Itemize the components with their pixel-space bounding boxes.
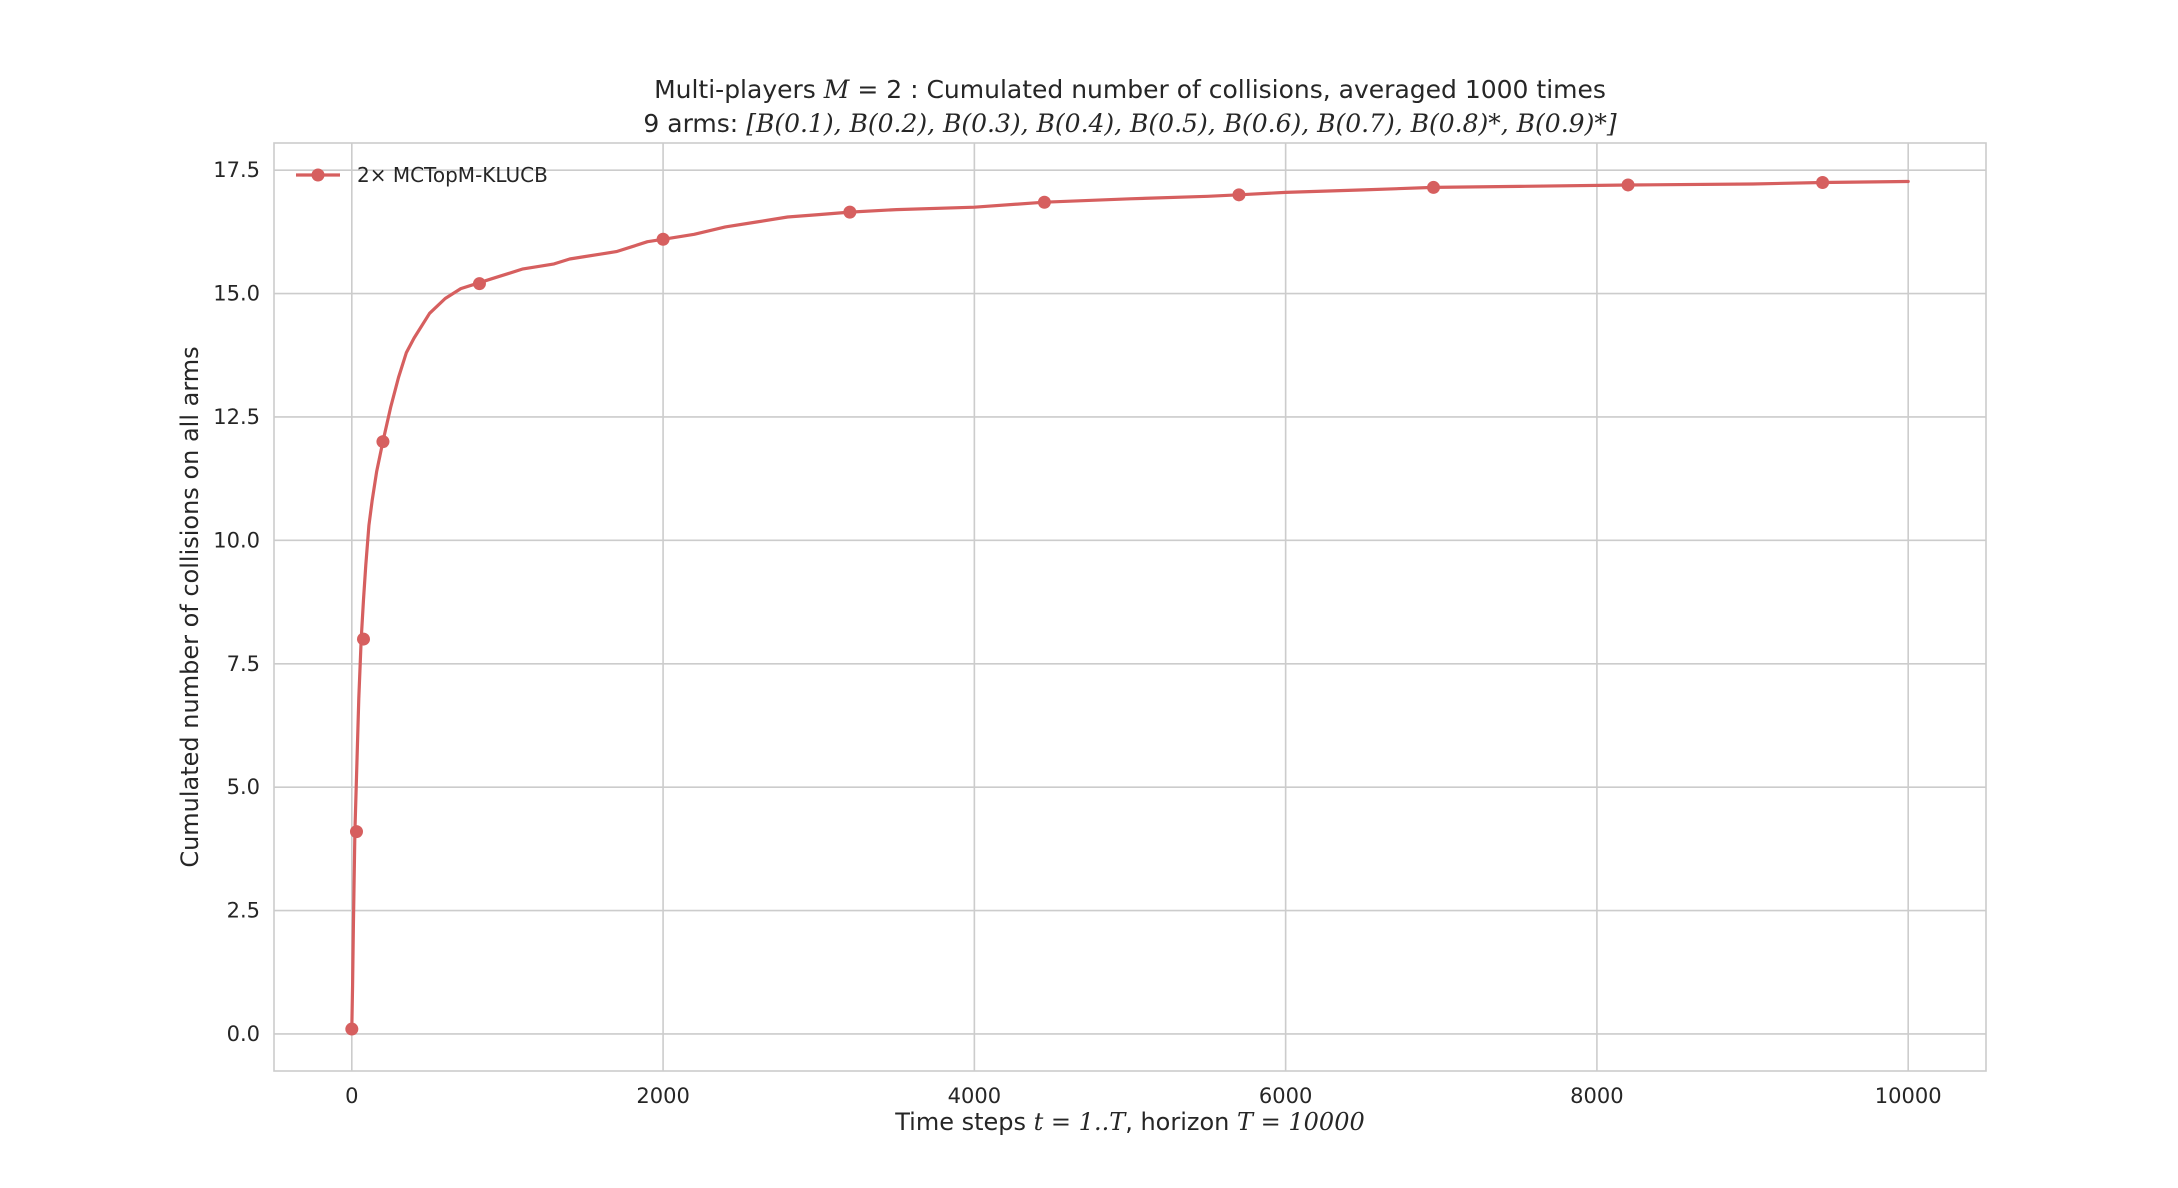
data-point-marker	[1426, 180, 1440, 194]
data-point-marker	[1816, 175, 1830, 189]
data-point-marker	[472, 277, 486, 291]
data-point-marker	[376, 435, 390, 449]
x-tick-label: 4000	[948, 1084, 1001, 1108]
y-tick-labels: 0.0 2.5 5.0 7.5 10.0 12.5 15.0 17.5	[213, 158, 260, 1046]
chart-subtitle: 9 arms: [B(0.1), B(0.2), B(0.3), B(0.4),…	[643, 109, 1616, 138]
y-tick-label: 12.5	[213, 405, 260, 429]
x-tick-label: 6000	[1259, 1084, 1312, 1108]
x-tick-label: 10000	[1875, 1084, 1942, 1108]
data-point-marker	[1232, 188, 1246, 202]
x-tick-label: 2000	[636, 1084, 689, 1108]
y-tick-label: 17.5	[213, 158, 260, 182]
data-point-marker	[349, 825, 363, 839]
y-tick-label: 0.0	[227, 1022, 260, 1046]
y-axis-label: Cumulated number of collisions on all ar…	[176, 346, 204, 867]
data-point-marker	[843, 205, 857, 219]
chart-title: Multi-players M = 2 : Cumulated number o…	[654, 75, 1606, 104]
gridlines	[274, 143, 1986, 1071]
y-tick-label: 15.0	[213, 282, 260, 306]
y-tick-label: 5.0	[227, 775, 260, 799]
data-point-marker	[356, 632, 370, 646]
data-point-marker	[345, 1022, 359, 1036]
series-group	[345, 175, 1910, 1036]
y-tick-label: 7.5	[227, 652, 260, 676]
data-point-marker	[656, 232, 670, 246]
x-tick-labels: 0 2000 4000 6000 8000 10000	[345, 1084, 1941, 1108]
series-line	[350, 179, 1910, 1031]
data-point-marker	[1037, 195, 1051, 209]
x-tick-label: 0	[345, 1084, 358, 1108]
legend: 2× MCTopM-KLUCB	[296, 163, 548, 187]
data-point-marker	[1621, 178, 1635, 192]
axes-frame	[273, 142, 1987, 1072]
x-axis-label: Time steps t = 1..T, horizon T = 10000	[894, 1108, 1365, 1136]
y-tick-label: 2.5	[227, 899, 260, 923]
y-tick-label: 10.0	[213, 528, 260, 552]
legend-label: 2× MCTopM-KLUCB	[357, 163, 548, 187]
x-tick-label: 8000	[1570, 1084, 1623, 1108]
legend-marker	[311, 168, 325, 182]
